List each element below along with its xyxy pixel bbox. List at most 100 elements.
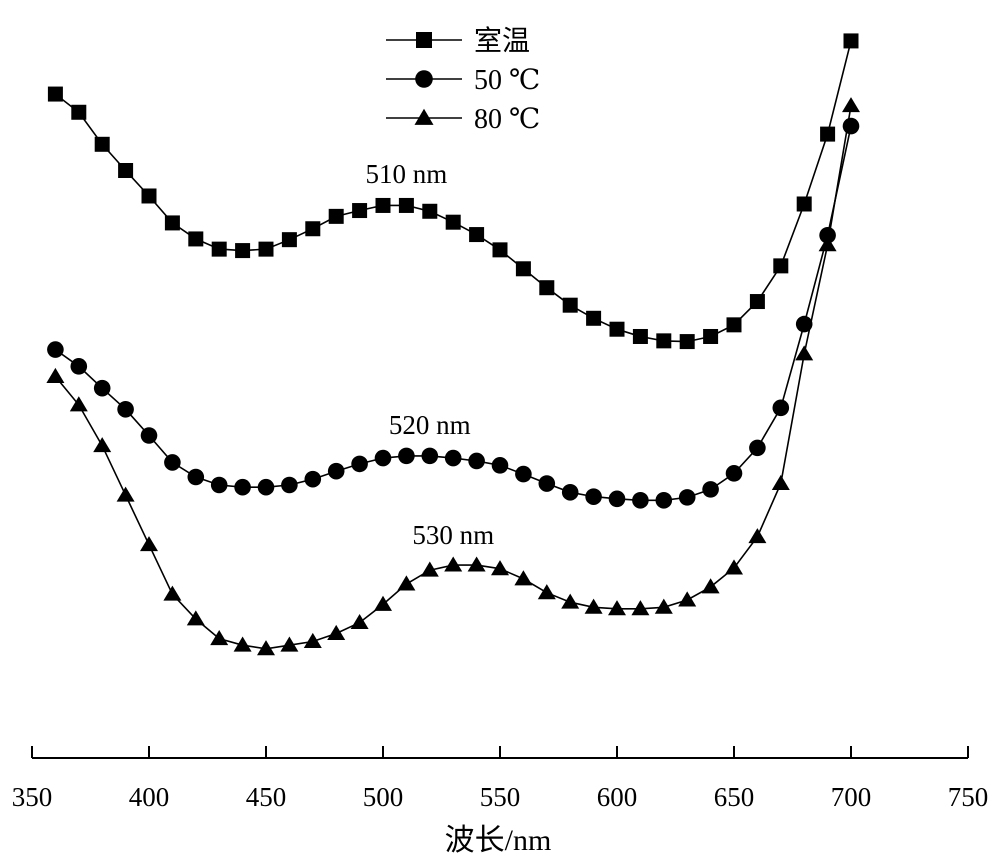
data-point xyxy=(445,214,461,230)
data-point xyxy=(234,478,251,496)
x-tick-label: 450 xyxy=(246,782,287,812)
data-point xyxy=(118,163,134,179)
data-point xyxy=(328,208,344,224)
data-point xyxy=(257,478,275,496)
data-point xyxy=(491,560,509,576)
data-point xyxy=(398,197,414,213)
legend-marker xyxy=(415,70,433,88)
data-point xyxy=(632,328,648,344)
data-point xyxy=(818,236,837,252)
data-point xyxy=(351,455,368,473)
data-point xyxy=(304,470,322,488)
data-point xyxy=(608,600,626,616)
x-tick-label: 750 xyxy=(948,782,989,812)
data-point xyxy=(585,488,602,505)
data-point xyxy=(632,491,649,509)
x-tick-label: 600 xyxy=(597,782,638,812)
peak-annotations: 510 nm 520 nm 530 nm xyxy=(366,159,495,550)
data-point xyxy=(631,600,650,616)
data-point xyxy=(235,243,251,259)
data-point xyxy=(327,462,345,480)
data-point xyxy=(421,447,439,465)
data-point xyxy=(164,215,180,231)
data-point xyxy=(140,427,158,444)
legend-marker xyxy=(416,32,432,48)
data-point xyxy=(842,97,860,113)
data-point xyxy=(305,221,321,237)
series-line-1 xyxy=(54,40,852,343)
data-point xyxy=(140,536,158,552)
legend-label: 80 ℃ xyxy=(474,104,540,135)
data-point xyxy=(420,561,439,577)
data-point xyxy=(211,241,227,257)
x-tick-label: 400 xyxy=(129,782,170,812)
data-point xyxy=(609,321,625,337)
x-tick-label: 700 xyxy=(831,782,872,812)
data-point xyxy=(350,613,369,630)
data-point xyxy=(116,486,135,502)
data-point xyxy=(422,203,438,219)
data-point xyxy=(141,188,157,204)
data-point xyxy=(678,591,697,607)
data-point xyxy=(164,454,181,471)
data-point xyxy=(93,379,111,397)
data-point xyxy=(352,203,368,219)
legend-label: 50 ℃ xyxy=(474,65,540,96)
data-point xyxy=(538,475,556,492)
x-tick-label: 650 xyxy=(714,782,755,812)
data-point xyxy=(703,328,719,344)
data-point xyxy=(188,231,204,247)
data-point xyxy=(398,447,415,465)
data-point xyxy=(374,595,392,611)
legend-label: 室温 xyxy=(474,25,530,57)
x-tick-label: 500 xyxy=(363,782,404,812)
data-point xyxy=(842,117,860,135)
data-point xyxy=(94,136,110,152)
peak-label: 530 nm xyxy=(412,520,494,550)
data-point xyxy=(537,584,556,600)
data-point xyxy=(469,227,485,243)
series-markers xyxy=(46,33,860,656)
data-point xyxy=(163,585,182,601)
data-point xyxy=(281,232,297,248)
data-point xyxy=(303,632,322,648)
data-point xyxy=(233,636,252,652)
series-line-2 xyxy=(54,125,852,502)
data-point xyxy=(725,559,743,575)
data-point xyxy=(468,452,485,470)
data-point xyxy=(773,258,789,274)
data-point xyxy=(281,476,298,494)
data-point xyxy=(93,437,112,453)
data-point xyxy=(562,297,578,313)
data-point xyxy=(772,399,790,417)
data-point xyxy=(327,624,346,640)
data-point xyxy=(586,310,602,326)
data-point xyxy=(843,33,859,49)
x-tick-label: 550 xyxy=(480,782,521,812)
data-point xyxy=(820,126,836,142)
data-point xyxy=(258,241,274,257)
peak-label: 510 nm xyxy=(366,159,448,189)
data-point xyxy=(375,197,391,213)
data-point xyxy=(491,457,509,474)
data-point xyxy=(186,610,205,626)
data-point xyxy=(702,481,719,498)
data-point xyxy=(771,474,790,491)
data-point xyxy=(678,489,696,506)
data-point xyxy=(444,556,463,572)
x-tick-label: 350 xyxy=(12,782,53,812)
data-point xyxy=(819,226,836,244)
data-point xyxy=(701,578,720,594)
data-point xyxy=(655,491,673,509)
data-point xyxy=(492,242,508,258)
data-point xyxy=(374,449,392,467)
data-point xyxy=(210,476,228,494)
data-point xyxy=(47,341,64,358)
data-point xyxy=(795,345,814,361)
data-point xyxy=(515,261,531,277)
data-point xyxy=(679,334,695,350)
data-point xyxy=(47,86,63,102)
data-point xyxy=(656,333,672,349)
data-point xyxy=(654,598,673,614)
